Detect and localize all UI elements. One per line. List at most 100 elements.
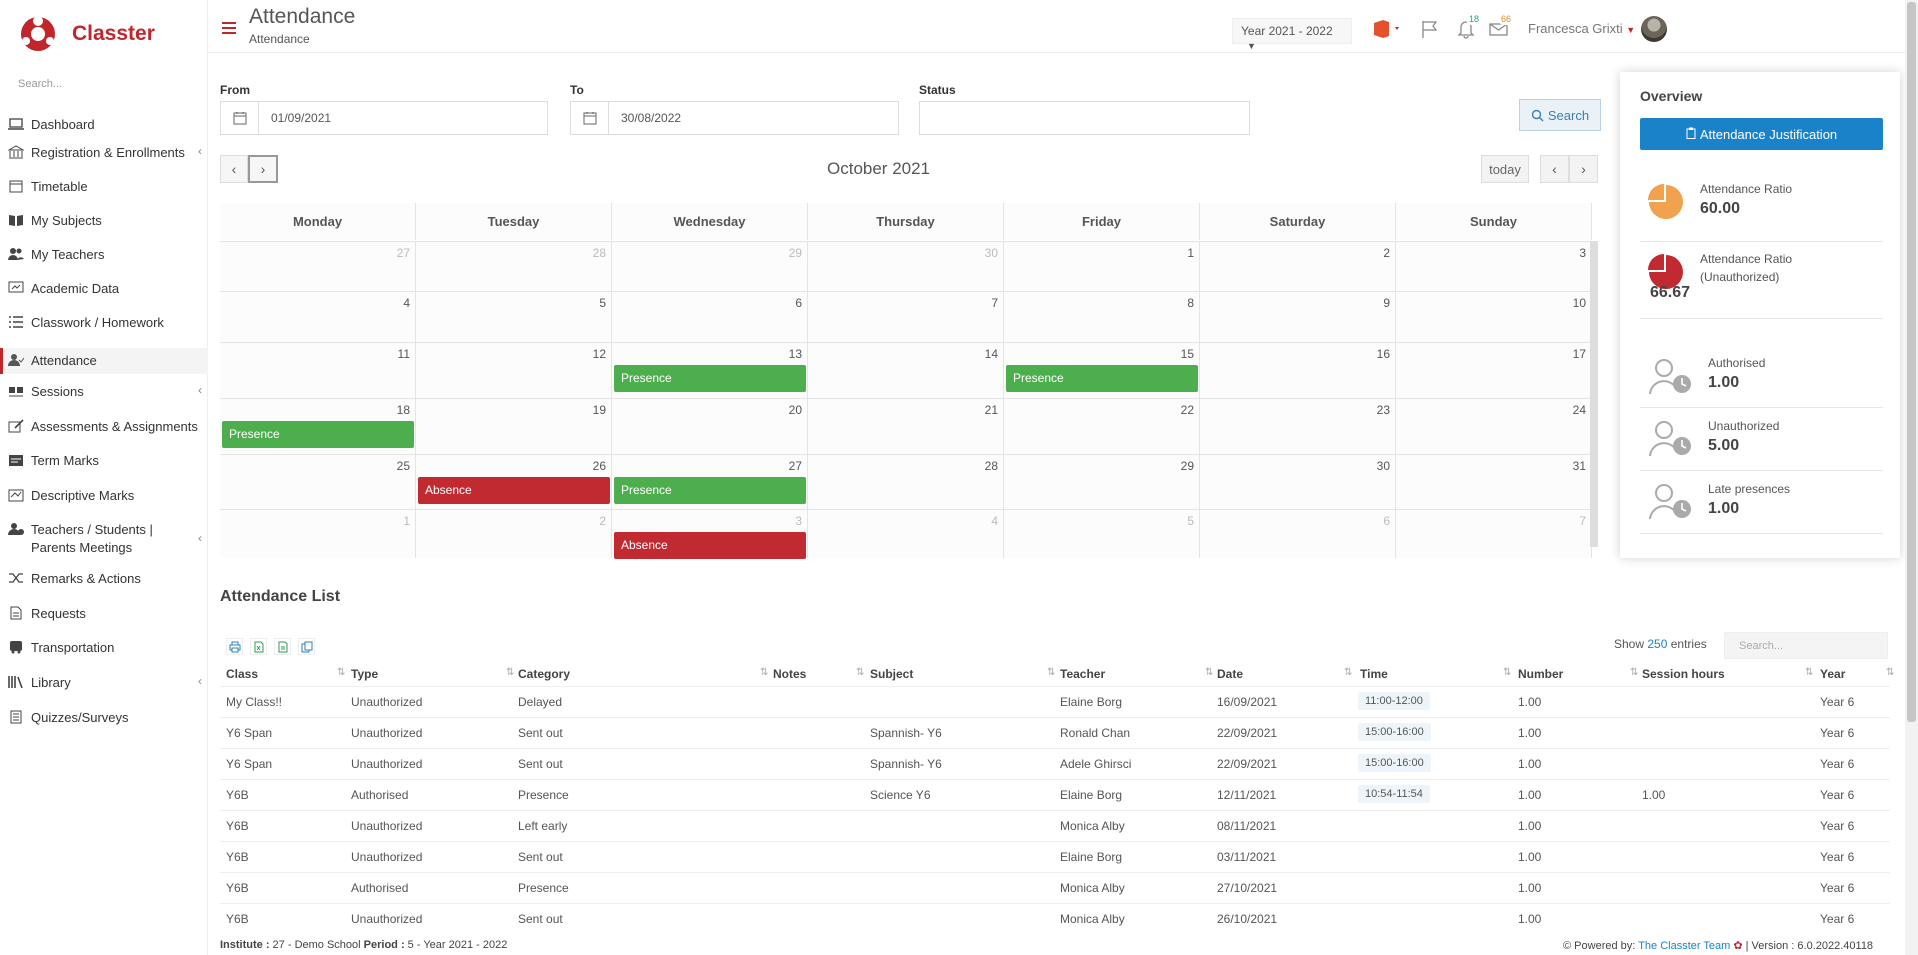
sort-icon[interactable]: ⇅ (1047, 667, 1056, 678)
calendar-day-cell[interactable]: 4 (808, 509, 1004, 558)
table-row[interactable]: Y6 Span Unauthorized Sent out Spannish- Y6 A… (220, 748, 1890, 779)
calendar-event-presence[interactable]: Presence (614, 477, 806, 504)
table-row[interactable]: My Class!! Unauthorized Delayed Elaine Borg… (220, 686, 1890, 717)
sidebar-item-timetable[interactable]: Timetable (0, 178, 208, 196)
column-header-date[interactable]: Date (1217, 667, 1244, 681)
calendar-day-cell[interactable]: 28 (416, 241, 612, 291)
calendar-day-cell[interactable]: 27 (220, 241, 416, 291)
csv-export-icon[interactable] (274, 638, 291, 655)
avatar[interactable] (1641, 16, 1667, 42)
calendar-event-absence[interactable]: Absence (418, 477, 610, 504)
calendar-day-cell[interactable]: 22 (1004, 398, 1200, 454)
sidebar-item-transportation[interactable]: Transportation (0, 639, 208, 657)
from-date-field[interactable]: 01/09/2021 (220, 101, 548, 135)
table-row[interactable]: Y6B Unauthorized Sent out Monica Alby 26/10/… (220, 903, 1890, 934)
table-row[interactable]: Y6B Unauthorized Left early Monica Alby 08/1… (220, 810, 1890, 841)
calendar-day-cell[interactable]: 14 (808, 342, 1004, 398)
sidebar-search-input[interactable]: Search... (18, 78, 63, 90)
table-row[interactable]: Y6 Span Unauthorized Sent out Spannish- Y6 R… (220, 717, 1890, 748)
calendar-day-cell[interactable]: 8 (1004, 291, 1200, 342)
calendar-day-cell[interactable]: 23 (1200, 398, 1396, 454)
calendar-icon[interactable] (221, 102, 259, 134)
calendar-day-cell[interactable]: 5 (1004, 509, 1200, 558)
sort-icon[interactable]: ⇅ (856, 667, 865, 678)
sidebar-item-classwork-homework[interactable]: Classwork / Homework (0, 314, 208, 332)
sort-icon[interactable]: ⇅ (1205, 667, 1214, 678)
sidebar-item-sessions[interactable]: Sessions ‹ (0, 383, 208, 401)
calendar-event-presence[interactable]: Presence (222, 421, 414, 448)
sidebar-item-assessments-assignments[interactable]: Assessments & Assignments (0, 418, 208, 436)
calendar-icon[interactable] (571, 102, 609, 134)
excel-export-icon[interactable] (250, 638, 267, 655)
calendar-event-absence[interactable]: Absence (614, 532, 806, 559)
column-header-session-hours[interactable]: Session hours (1642, 667, 1725, 681)
flag-icon[interactable] (1420, 19, 1440, 42)
sidebar-item-descriptive-marks[interactable]: Descriptive Marks (0, 487, 208, 505)
attendance-justification-button[interactable]: Attendance Justification (1640, 118, 1883, 150)
column-header-class[interactable]: Class (226, 667, 259, 681)
table-row[interactable]: Y6B Authorised Presence Science Y6 Elaine Bo… (220, 779, 1890, 810)
column-header-time[interactable]: Time (1360, 667, 1388, 681)
column-header-type[interactable]: Type (351, 667, 379, 681)
column-header-category[interactable]: Category (518, 667, 571, 681)
sort-icon[interactable]: ⇅ (1344, 667, 1353, 678)
calendar-day-cell[interactable]: 25 (220, 454, 416, 509)
sidebar-item-term-marks[interactable]: Term Marks (0, 452, 208, 470)
print-icon[interactable] (226, 638, 243, 655)
copy-icon[interactable] (298, 638, 315, 655)
to-date-field[interactable]: 30/08/2022 (570, 101, 899, 135)
today-button[interactable]: today (1481, 155, 1529, 183)
calendar-day-cell[interactable]: 28 (808, 454, 1004, 509)
sidebar-item-remarks-actions[interactable]: Remarks & Actions (0, 570, 208, 588)
calendar-prev-month-button[interactable]: ‹ (1540, 155, 1569, 183)
search-button[interactable]: Search (1519, 99, 1601, 131)
calendar-day-cell[interactable]: 19 (416, 398, 612, 454)
sidebar-item-dashboard[interactable]: Dashboard (0, 116, 208, 134)
sidebar-item-teachers-students-parents-meetings[interactable]: Teachers / Students | Parents Meetings ‹ (0, 521, 208, 557)
classter-team-link[interactable]: The Classter Team (1638, 940, 1731, 952)
calendar-day-cell[interactable]: 5 (416, 291, 612, 342)
calendar-event-presence[interactable]: Presence (1006, 365, 1198, 392)
user-menu[interactable]: Francesca Grixti ▼ (1528, 21, 1635, 36)
column-header-number[interactable]: Number (1518, 667, 1564, 681)
sidebar-item-my-subjects[interactable]: My Subjects (0, 212, 208, 230)
office-icon[interactable] (1372, 19, 1402, 42)
calendar-day-cell[interactable]: 9 (1200, 291, 1396, 342)
sidebar-item-registration-enrollments[interactable]: Registration & Enrollments ‹ (0, 144, 208, 162)
sidebar-item-attendance[interactable]: Attendance (0, 348, 208, 374)
calendar-day-cell[interactable]: 31 (1396, 454, 1592, 509)
sidebar-item-library[interactable]: Library ‹ (0, 674, 208, 692)
sidebar-item-my-teachers[interactable]: My Teachers (0, 246, 208, 264)
sort-icon[interactable]: ⇅ (1630, 667, 1639, 678)
page-scrollbar[interactable] (1905, 0, 1918, 955)
calendar-day-cell[interactable]: 4 (220, 291, 416, 342)
calendar-day-cell[interactable]: 6 (1200, 509, 1396, 558)
column-header-teacher[interactable]: Teacher (1060, 667, 1106, 681)
calendar-day-cell[interactable]: 2 (416, 509, 612, 558)
calendar-day-cell[interactable]: 12 (416, 342, 612, 398)
column-header-notes[interactable]: Notes (773, 667, 807, 681)
calendar-scrollbar[interactable] (1590, 241, 1598, 547)
calendar-day-cell[interactable]: 7 (808, 291, 1004, 342)
calendar-day-cell[interactable]: 7 (1396, 509, 1592, 558)
calendar-prev-button[interactable]: ‹ (220, 155, 248, 183)
sort-icon[interactable]: ⇅ (1503, 667, 1512, 678)
calendar-day-cell[interactable]: 11 (220, 342, 416, 398)
calendar-day-cell[interactable]: 17 (1396, 342, 1592, 398)
entries-length-control[interactable]: Show 250 entries (1614, 637, 1707, 651)
status-select[interactable] (919, 101, 1250, 135)
calendar-day-cell[interactable]: 21 (808, 398, 1004, 454)
sidebar-item-requests[interactable]: Requests (0, 605, 208, 623)
sort-icon[interactable]: ⇅ (760, 667, 769, 678)
table-row[interactable]: Y6B Unauthorized Sent out Elaine Borg 03/11/… (220, 841, 1890, 872)
year-select[interactable]: Year 2021 - 2022 ▼ (1232, 18, 1352, 51)
calendar-day-cell[interactable]: 24 (1396, 398, 1592, 454)
table-row[interactable]: Y6B Authorised Presence Monica Alby 27/10/20… (220, 872, 1890, 903)
calendar-day-cell[interactable]: 1 (1004, 241, 1200, 291)
calendar-next-button[interactable]: › (248, 155, 278, 183)
mail-icon[interactable]: 66 (1488, 13, 1515, 42)
calendar-day-cell[interactable]: 10 (1396, 291, 1592, 342)
entries-count-select[interactable]: 250 (1647, 637, 1668, 651)
calendar-day-cell[interactable]: 1 (220, 509, 416, 558)
calendar-day-cell[interactable]: 29 (612, 241, 808, 291)
